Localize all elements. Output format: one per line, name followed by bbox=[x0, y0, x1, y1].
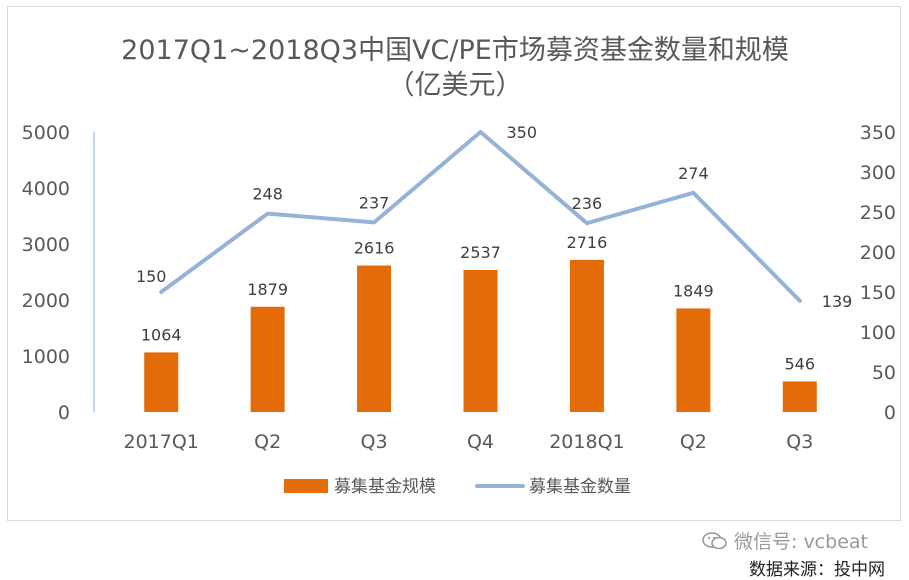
bar bbox=[782, 381, 817, 412]
chart-title-line1: 2017Q1~2018Q3中国VC/PE市场募资基金数量和规模 bbox=[121, 35, 789, 66]
bar-data-label: 1879 bbox=[247, 280, 288, 299]
left-tick-label: 5000 bbox=[22, 122, 70, 144]
x-axis-labels: 2017Q1 Q2 Q3 Q4 2018Q1 Q2 Q3 bbox=[124, 431, 814, 453]
x-tick-label: Q2 bbox=[254, 431, 281, 453]
x-tick-label: Q3 bbox=[361, 431, 388, 453]
line-data-label: 248 bbox=[252, 185, 283, 204]
line-path bbox=[159, 130, 802, 303]
line-data-label: 237 bbox=[359, 193, 390, 212]
bar-series: 1064 1879 2616 2537 2716 1849 546 bbox=[141, 233, 817, 412]
right-tick-label: 250 bbox=[860, 202, 896, 224]
line-series: 150 248 237 350 236 274 139 bbox=[136, 123, 852, 311]
x-tick-label: 2017Q1 bbox=[124, 431, 199, 453]
x-tick-label: Q2 bbox=[680, 431, 707, 453]
bar bbox=[357, 265, 392, 412]
bar bbox=[569, 259, 604, 412]
right-tick-label: 150 bbox=[860, 282, 896, 304]
bar bbox=[676, 308, 711, 412]
right-axis: 0 50 100 150 200 250 300 350 bbox=[860, 122, 896, 424]
chart-frame: 2017Q1~2018Q3中国VC/PE市场募资基金数量和规模 （亿美元） 0 1… bbox=[7, 6, 901, 521]
legend: 募集基金规模 募集基金数量 bbox=[284, 477, 631, 497]
legend-bar-swatch bbox=[284, 479, 328, 493]
right-tick-label: 350 bbox=[860, 122, 896, 144]
bar bbox=[463, 269, 498, 412]
left-tick-label: 1000 bbox=[22, 346, 70, 368]
right-tick-label: 300 bbox=[860, 162, 896, 184]
bar bbox=[144, 352, 179, 412]
data-source: 数据来源：投中网 bbox=[749, 560, 885, 580]
line-data-label: 139 bbox=[822, 292, 853, 311]
line-data-label: 150 bbox=[136, 267, 167, 286]
right-tick-label: 50 bbox=[872, 362, 896, 384]
bar-data-label: 1064 bbox=[141, 325, 182, 344]
watermark: 微信号: vcbeat bbox=[702, 527, 868, 554]
bar-data-label: 2716 bbox=[567, 233, 608, 252]
left-tick-label: 0 bbox=[58, 402, 70, 424]
chart-title-line2: （亿美元） bbox=[388, 70, 523, 101]
left-axis: 0 1000 2000 3000 4000 5000 bbox=[22, 122, 95, 424]
line-data-label: 236 bbox=[572, 194, 603, 213]
x-tick-label: 2018Q1 bbox=[549, 431, 624, 453]
right-tick-label: 0 bbox=[884, 402, 896, 424]
bar-data-label: 2537 bbox=[460, 243, 501, 262]
legend-bar-label: 募集基金规模 bbox=[334, 477, 436, 497]
left-tick-label: 3000 bbox=[22, 234, 70, 256]
line-data-label: 274 bbox=[678, 164, 709, 183]
bar-data-label: 1849 bbox=[673, 281, 714, 300]
bar-data-label: 546 bbox=[785, 354, 816, 373]
x-tick-label: Q3 bbox=[786, 431, 813, 453]
x-tick-label: Q4 bbox=[467, 431, 494, 453]
line-data-label: 350 bbox=[507, 123, 538, 142]
bar bbox=[250, 306, 285, 412]
legend-line-label: 募集基金数量 bbox=[529, 477, 631, 497]
left-tick-label: 4000 bbox=[22, 178, 70, 200]
right-tick-label: 100 bbox=[860, 322, 896, 344]
chart: 2017Q1~2018Q3中国VC/PE市场募资基金数量和规模 （亿美元） 0 1… bbox=[22, 35, 896, 497]
bar-data-label: 2616 bbox=[354, 239, 395, 258]
left-tick-label: 2000 bbox=[22, 290, 70, 312]
right-tick-label: 200 bbox=[860, 242, 896, 264]
wechat-icon bbox=[702, 532, 727, 550]
watermark-text: 微信号: vcbeat bbox=[734, 531, 868, 553]
